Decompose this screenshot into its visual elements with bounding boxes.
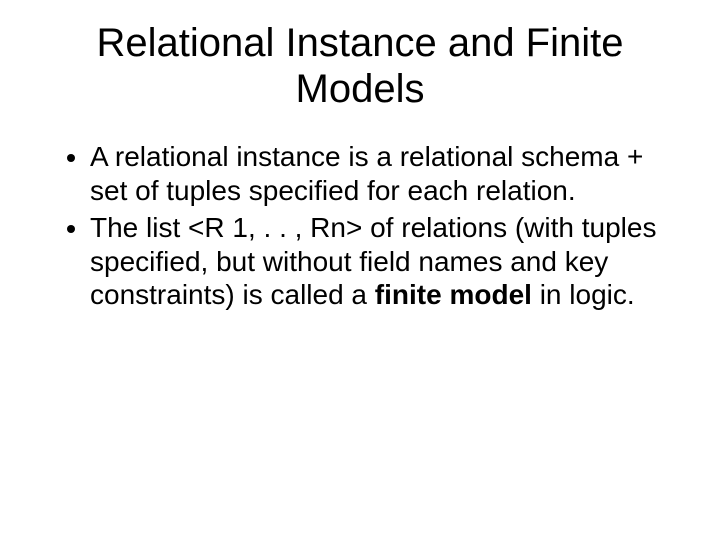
text-run: in logic. <box>532 279 635 310</box>
list-item: A relational instance is a relational sc… <box>90 140 670 207</box>
text-run: finite model <box>375 279 532 310</box>
list-item: The list <R 1, . . , Rn> of relations (w… <box>90 211 670 312</box>
bullet-list: A relational instance is a relational sc… <box>50 140 670 312</box>
slide-title: Relational Instance and Finite Models <box>50 20 670 112</box>
slide: Relational Instance and Finite Models A … <box>0 0 720 540</box>
text-run: A relational instance is a relational sc… <box>90 141 643 206</box>
